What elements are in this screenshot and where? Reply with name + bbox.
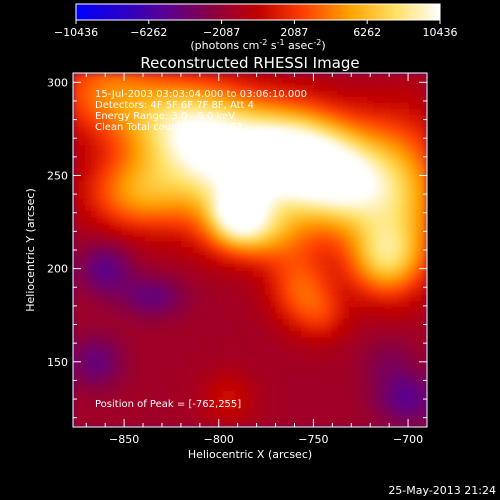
peak-position-label: Position of Peak = [-762,255] xyxy=(95,399,241,410)
colorbar-tick-label: 10436 xyxy=(423,26,458,39)
observation-info: 15-Jul-2003 03:03:04.000 to 03:06:10.000… xyxy=(95,89,307,133)
colorbar-tick-label: −2087 xyxy=(203,26,240,39)
y-axis-label: Heliocentric Y (arcsec) xyxy=(24,188,37,312)
x-axis-label: Heliocentric X (arcsec) xyxy=(188,448,312,461)
y-tick-label: 250 xyxy=(47,169,68,182)
colorbar-unit-label: (photons cm-2 s-1 asec-2) xyxy=(190,38,325,52)
x-axis-ticks: −850 −800 −750 −700 xyxy=(85,73,428,446)
colorbar-tick-label: −10436 xyxy=(54,26,98,39)
heatmap xyxy=(73,73,427,427)
y-tick-label: 150 xyxy=(47,356,68,369)
colorbar-ticks: −10436 −6262 −2087 2087 6262 10436 xyxy=(54,20,458,39)
info-line: 15-Jul-2003 03:03:04.000 to 03:06:10.000 xyxy=(95,89,307,100)
colorbar-tick-label: 6262 xyxy=(353,26,381,39)
colorbar xyxy=(75,3,441,21)
x-tick-label: −750 xyxy=(298,433,328,446)
footer-timestamp: 25-May-2013 21:24 xyxy=(388,484,496,497)
info-line: Clean Total counts: 1.81E+03 xyxy=(95,122,243,133)
y-axis-ticks: 150 200 250 300 xyxy=(47,76,427,419)
colorbar-tick-label: 2087 xyxy=(280,26,308,39)
chart-title: Reconstructed RHESSI Image xyxy=(140,54,359,72)
colorbar-tick-label: −6262 xyxy=(130,26,167,39)
x-tick-label: −850 xyxy=(109,433,139,446)
y-tick-label: 300 xyxy=(47,76,68,89)
x-tick-label: −800 xyxy=(204,433,234,446)
y-tick-label: 200 xyxy=(47,263,68,276)
info-line: Energy Range: 3.0 - 6.0 keV xyxy=(95,111,235,122)
x-tick-label: −700 xyxy=(393,433,423,446)
info-line: Detectors: 4F 5F 6F 7F 8F, Att 4 xyxy=(95,100,254,111)
